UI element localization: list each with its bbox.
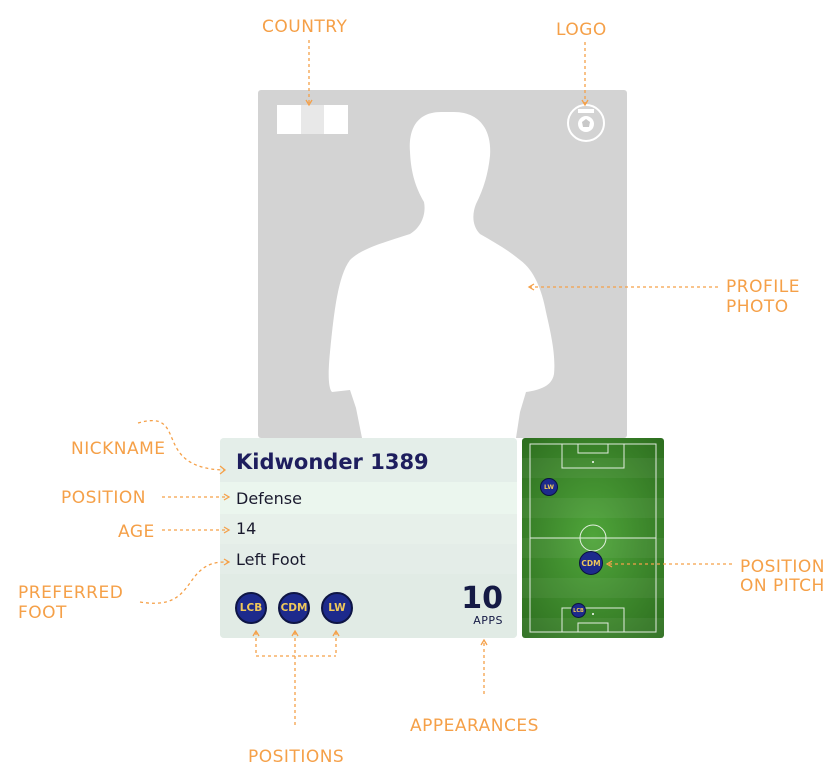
pitch-marker-cdm[interactable]: CDM [579, 551, 603, 575]
annotation-position-on-pitch-2: ON PITCH [740, 576, 825, 596]
player-age: 14 [236, 519, 257, 538]
annotation-country: COUNTRY [262, 17, 348, 37]
player-position: Defense [236, 489, 302, 508]
position-chip-lw[interactable]: LW [321, 592, 353, 624]
profile-photo [258, 90, 627, 438]
position-row: Defense [220, 482, 517, 514]
annotation-position: POSITION [61, 488, 146, 508]
positions-row: LCB CDM LW 10 APPS [220, 574, 517, 638]
pitch-marker-lcb[interactable]: LCB [571, 603, 586, 618]
annotation-preferred-foot-2: FOOT [18, 603, 67, 623]
country-flag [277, 105, 349, 134]
appearances-label: APPS [473, 614, 503, 627]
annotation-nickname: NICKNAME [71, 439, 166, 459]
annotation-profile-photo-1: PROFILE [726, 277, 800, 297]
player-preferred-foot: Left Foot [236, 550, 306, 569]
foot-row: Left Foot [220, 544, 517, 574]
position-chip-cdm[interactable]: CDM [278, 592, 310, 624]
annotation-logo: LOGO [556, 20, 607, 40]
club-logo-icon [567, 104, 605, 142]
annotation-appearances: APPEARANCES [410, 716, 539, 736]
age-row: 14 [220, 514, 517, 544]
flag-stripe-right [324, 105, 349, 134]
flag-stripe-center [300, 105, 325, 134]
annotation-position-on-pitch-1: POSITION [740, 557, 825, 577]
player-card: Kidwonder 1389 Defense 14 Left Foot LCB … [220, 438, 517, 638]
pitch-map: LW CDM LCB [522, 438, 664, 638]
annotation-preferred-foot-1: PREFERRED [18, 583, 124, 603]
pitch-marker-lw[interactable]: LW [540, 478, 558, 496]
position-chip-lcb[interactable]: LCB [235, 592, 267, 624]
player-silhouette-icon [328, 112, 555, 438]
player-nickname: Kidwonder 1389 [236, 450, 429, 474]
annotation-positions: POSITIONS [248, 747, 345, 767]
annotation-age: AGE [118, 522, 155, 542]
appearances-count: 10 [461, 581, 503, 616]
annotation-profile-photo-2: PHOTO [726, 297, 789, 317]
nickname-row: Kidwonder 1389 [220, 438, 517, 482]
flag-stripe-left [277, 105, 301, 134]
pitch-graphic [522, 438, 664, 638]
